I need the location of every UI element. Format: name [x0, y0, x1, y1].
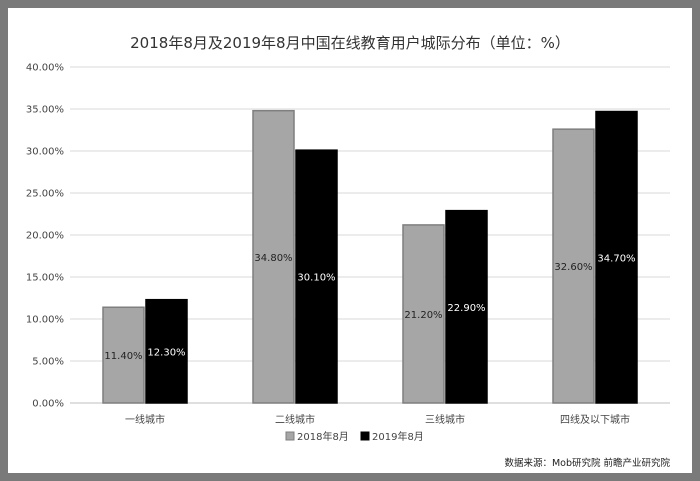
data-label: 22.90%	[447, 303, 485, 314]
data-label: 32.60%	[554, 262, 592, 273]
bar-chart: 2018年8月及2019年8月中国在线教育用户城际分布（单位：%） 0.00% 5…	[26, 34, 671, 469]
y-tick-label: 10.00%	[26, 315, 64, 326]
data-label: 34.70%	[597, 253, 635, 264]
data-label: 34.80%	[254, 253, 292, 264]
legend-swatch	[360, 431, 370, 441]
x-category-label: 四线及以下城市	[560, 413, 630, 426]
x-category-label: 一线城市	[125, 413, 165, 426]
legend-swatch	[285, 431, 295, 441]
bar-2019	[445, 209, 488, 404]
bar-2019	[145, 298, 188, 404]
bar-2018	[402, 224, 445, 404]
y-tick-label: 5.00%	[32, 357, 64, 368]
legend: 2018年8月 2019年8月	[285, 430, 424, 443]
data-label: 21.20%	[404, 310, 442, 321]
y-tick-label: 25.00%	[26, 189, 64, 200]
data-label: 11.40%	[104, 351, 142, 362]
y-tick-label: 0.00%	[32, 399, 64, 410]
y-tick-label: 35.00%	[26, 105, 64, 116]
bars: 11.40% 12.30% 34.80% 30.10% 21.20% 22.90% 32.6…	[102, 109, 638, 404]
bar-2019	[295, 149, 338, 404]
x-category-label: 二线城市	[275, 413, 315, 426]
bar-2019	[595, 110, 638, 404]
bar-2018	[252, 109, 295, 404]
y-tick-label: 40.00%	[26, 63, 64, 74]
bar-2018	[552, 128, 595, 404]
x-category-label: 三线城市	[425, 413, 465, 426]
bar-2018	[102, 306, 145, 404]
x-axis-categories: 一线城市 二线城市 三线城市 四线及以下城市	[125, 413, 630, 426]
chart-title: 2018年8月及2019年8月中国在线教育用户城际分布（单位：%）	[130, 34, 570, 52]
legend-label: 2019年8月	[372, 430, 424, 443]
legend-label: 2018年8月	[297, 430, 349, 443]
y-tick-label: 30.00%	[26, 147, 64, 158]
y-tick-label: 20.00%	[26, 231, 64, 242]
y-axis-ticks: 0.00% 5.00% 10.00% 15.00% 20.00% 25.00% 30.00%…	[26, 63, 64, 410]
chart-panel: 2018年8月及2019年8月中国在线教育用户城际分布（单位：%） 0.00% 5…	[8, 8, 692, 473]
data-label: 30.10%	[297, 273, 335, 284]
data-label: 12.30%	[147, 347, 185, 358]
source-note: 数据来源：Mob研究院 前瞻产业研究院	[504, 457, 670, 469]
y-tick-label: 15.00%	[26, 273, 64, 284]
